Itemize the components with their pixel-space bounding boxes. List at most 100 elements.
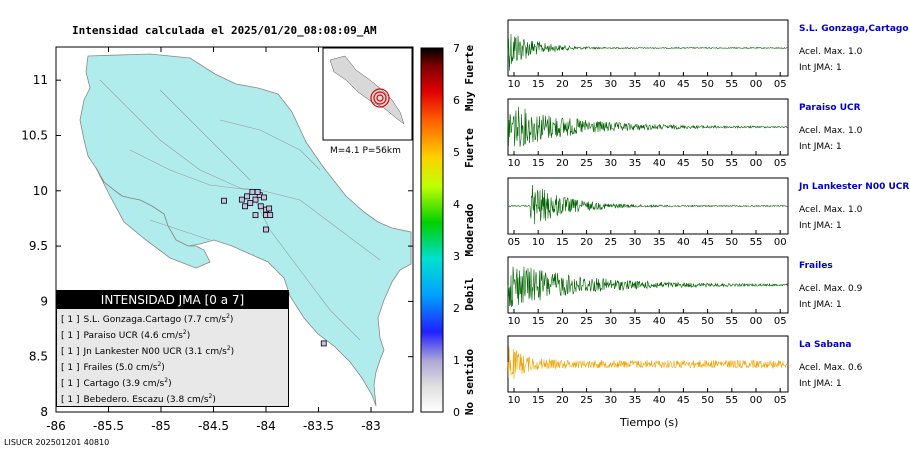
- trace-tick-label: 30: [604, 158, 617, 169]
- x-tick-label: -84: [256, 419, 276, 433]
- legend-level: [ 1 ]: [61, 379, 80, 389]
- y-tick-label: 10: [33, 184, 48, 198]
- trace-tick-label: 35: [629, 158, 642, 169]
- trace-max-accel: Acel. Max. 0.9: [799, 284, 863, 294]
- trace-tick-label: 55: [725, 316, 738, 327]
- trace-tick-label: 30: [604, 395, 617, 406]
- trace-tick-label: 00: [774, 237, 787, 248]
- colorbar-ticks: 0 1 2 3 4 5 6 7: [453, 42, 460, 419]
- trace-tick-label: 50: [701, 79, 714, 90]
- trace-tick-label: 40: [677, 237, 690, 248]
- station-marker: [247, 200, 254, 206]
- station-marker: [266, 205, 273, 212]
- colorbar-tick-label: 7: [453, 42, 460, 55]
- station-marker: [252, 212, 259, 219]
- trace-tick-label: 45: [677, 316, 690, 327]
- trace-tick-label: 00: [750, 316, 763, 327]
- legend-row: [ 1 ] Cartago (3.9 cm/s2): [61, 377, 288, 389]
- trace-tick-label: 00: [750, 158, 763, 169]
- trace-tick-label: 15: [556, 237, 569, 248]
- station-marker: [257, 203, 264, 210]
- legend-level: [ 1 ]: [61, 395, 80, 405]
- legend-row: [ 1 ] Bebedero. Escazu (3.8 cm/s2): [61, 393, 288, 405]
- inset-label: M=4.1 P=56km: [330, 146, 401, 156]
- trace-tick-label: 15: [532, 395, 545, 406]
- trace-tick-label: 30: [629, 237, 642, 248]
- legend-level: [ 1 ]: [61, 315, 80, 325]
- trace-tick-label: 50: [701, 316, 714, 327]
- x-tick-label: -85: [151, 419, 171, 433]
- station-marker: [238, 196, 245, 203]
- y-tick-label: 9: [40, 294, 48, 308]
- trace-tick-label: 55: [725, 79, 738, 90]
- trace-tick-label: 45: [701, 237, 714, 248]
- stations-layer: [221, 188, 327, 347]
- trace-tick-label: 05: [774, 316, 787, 327]
- trace-tick-label: 05: [774, 395, 787, 406]
- trace-waveform: [507, 33, 788, 71]
- trace-tick-label: 10: [508, 158, 521, 169]
- trace-tick-label: 55: [725, 158, 738, 169]
- colorbar-tick-label: 2: [453, 302, 460, 315]
- legend-station: S.L. Gonzaga.Cartago (7.7 cm/s2): [83, 313, 234, 325]
- trace-waveform: [507, 184, 789, 225]
- station-marker: [254, 188, 261, 195]
- trace-station-name: Paraiso UCR: [799, 103, 861, 113]
- trace-tick-label: 10: [508, 79, 521, 90]
- trace-tick-label: 35: [629, 79, 642, 90]
- colorbar-word: Fuerte: [463, 128, 476, 168]
- trace-waveform: [507, 266, 789, 308]
- y-tick-label: 8.5: [29, 350, 48, 364]
- colorbar-tick-label: 6: [453, 94, 460, 107]
- trace-tick-label: 25: [604, 237, 617, 248]
- station-marker: [260, 194, 267, 201]
- trace-max-accel: Acel. Max. 0.6: [799, 363, 863, 373]
- trace-tick-label: 20: [556, 79, 569, 90]
- legend-row: [ 1 ] S.L. Gonzaga.Cartago (7.7 cm/s2): [61, 313, 288, 325]
- x-tick-label: -84.5: [198, 419, 229, 433]
- trace-station-name: Jn Lankester N00 UCR: [799, 182, 910, 192]
- legend-level: [ 1 ]: [61, 347, 80, 357]
- trace-tick-label: 10: [508, 316, 521, 327]
- legend-level: [ 1 ]: [61, 363, 80, 373]
- station-marker: [221, 197, 227, 204]
- x-tick-label: -83: [361, 419, 381, 433]
- colorbar-word: Debil: [463, 277, 476, 310]
- station-marker: [244, 193, 251, 200]
- trace-tick-label: 40: [653, 79, 666, 90]
- trace-tick-label: 10: [532, 237, 545, 248]
- trace-waveform: [507, 346, 789, 380]
- colorbar-tick-label: 3: [453, 250, 460, 263]
- legend-station: Jn Lankester N00 UCR (3.1 cm/s2): [83, 345, 235, 357]
- colorbar-word: Muy Fuerte: [463, 45, 476, 112]
- trace-tick-label: 10: [508, 395, 521, 406]
- trace-tick-label: 25: [580, 79, 593, 90]
- x-tick-label: -83.5: [303, 419, 334, 433]
- trace-tick-label: 15: [532, 316, 545, 327]
- trace-max-accel: Acel. Max. 1.0: [799, 205, 863, 215]
- legend-unit-exponent: 2: [157, 361, 162, 368]
- y-tick-label: 8: [40, 405, 48, 419]
- epicenter-ring-3: [370, 88, 390, 108]
- legend-unit-exponent: 2: [208, 393, 213, 400]
- trace-tick-label: 15: [532, 158, 545, 169]
- traces-panel: 10 15 20 25 30 35 40 45 50 55 00 05 10 15 20 25 30 35 40 45…: [507, 19, 789, 406]
- colorbar-words: No sentido Debil Moderado Fuerte Muy Fuerte: [463, 45, 476, 416]
- legend-station: Paraiso UCR (4.6 cm/s2): [83, 329, 191, 341]
- colorbar: [420, 47, 444, 413]
- trace-tick-label: 25: [580, 316, 593, 327]
- trace-tick-label: 20: [556, 395, 569, 406]
- footer-stamp: LISUCR 202501201 40810: [4, 438, 110, 447]
- colorbar-tick-label: 0: [453, 406, 460, 419]
- y-tick-label: 11: [33, 73, 48, 87]
- station-marker: [263, 226, 269, 233]
- x-tick-label: -86: [46, 419, 66, 433]
- legend-station: Bebedero. Escazu (3.8 cm/s2): [83, 393, 216, 405]
- x-tick-label: -85.5: [93, 419, 124, 433]
- trace-tick-label: 45: [677, 395, 690, 406]
- trace-tick-label: 45: [677, 79, 690, 90]
- legend-row: [ 1 ] Frailes (5.0 cm/s2): [61, 361, 288, 373]
- trace-jma-intensity: Int JMA: 1: [799, 142, 842, 152]
- colorbar-word: No sentido: [463, 349, 476, 416]
